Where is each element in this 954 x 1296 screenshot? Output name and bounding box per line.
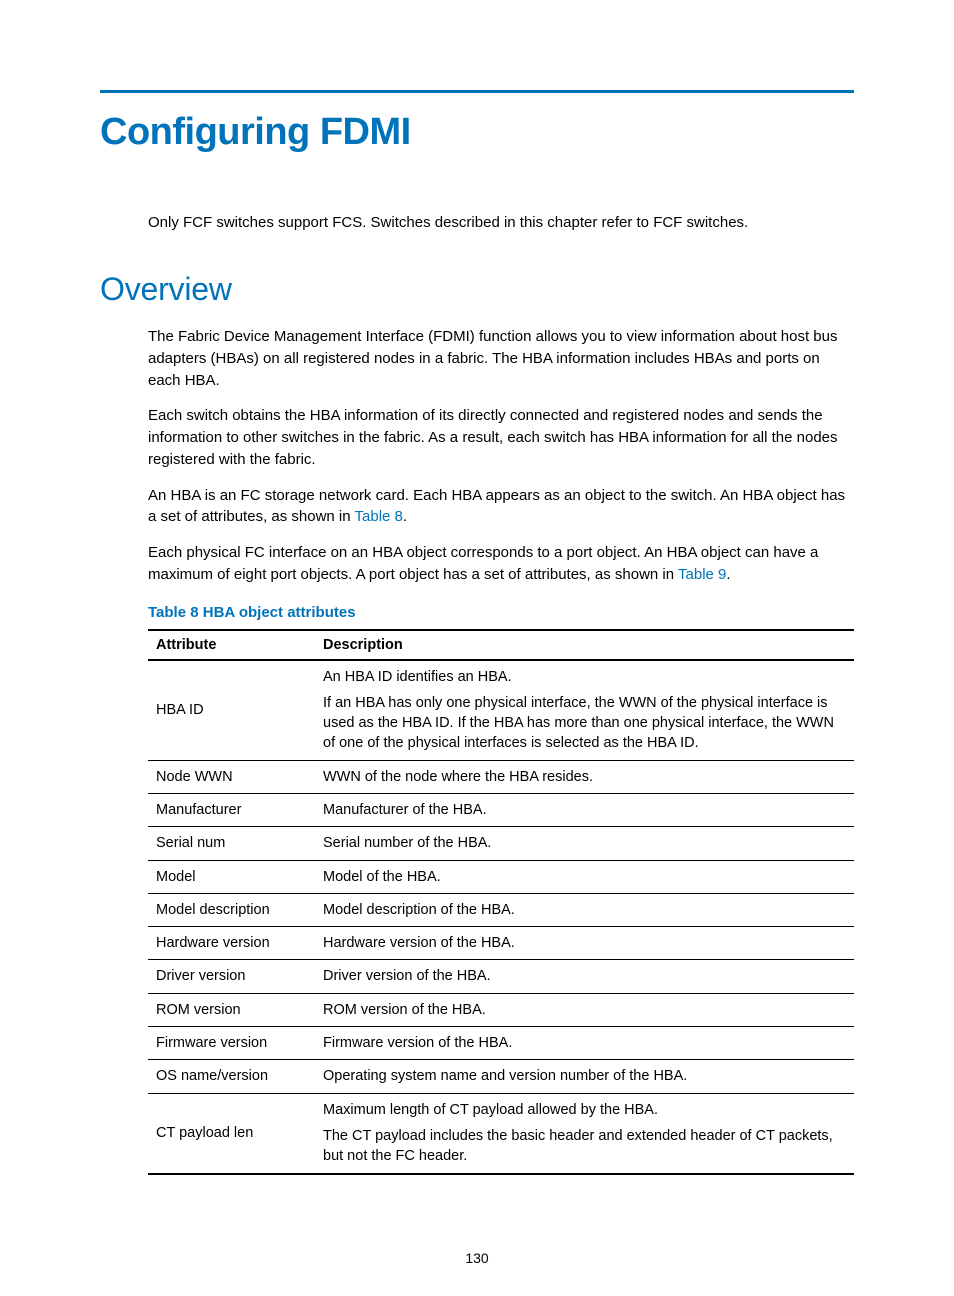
- table-row: Model descriptionModel description of th…: [148, 893, 854, 926]
- attribute-cell: ROM version: [148, 993, 321, 1026]
- attribute-cell: Node WWN: [148, 760, 321, 793]
- overview-para-4: Each physical FC interface on an HBA obj…: [148, 542, 854, 586]
- description-cell: Operating system name and version number…: [321, 1060, 854, 1093]
- section-heading-overview: Overview: [100, 271, 854, 308]
- attribute-cell: Driver version: [148, 960, 321, 993]
- description-cell: Maximum length of CT payload allowed by …: [321, 1093, 854, 1173]
- description-cell: Model of the HBA.: [321, 860, 854, 893]
- description-cell: An HBA ID identifies an HBA. If an HBA ha…: [321, 660, 854, 761]
- top-rule: [100, 90, 854, 93]
- attribute-cell: HBA ID: [148, 660, 321, 761]
- description-text: Driver version of the HBA.: [323, 966, 844, 986]
- table-header-attribute: Attribute: [148, 630, 321, 660]
- description-text: Hardware version of the HBA.: [323, 933, 844, 953]
- attribute-cell: CT payload len: [148, 1093, 321, 1173]
- overview-para-1: The Fabric Device Management Interface (…: [148, 326, 854, 391]
- description-text: Maximum length of CT payload allowed by …: [323, 1100, 844, 1120]
- table-header-row: Attribute Description: [148, 630, 854, 660]
- description-text: Model of the HBA.: [323, 867, 844, 887]
- table-8-caption: Table 8 HBA object attributes: [148, 604, 854, 621]
- attribute-cell: Hardware version: [148, 927, 321, 960]
- link-table-9[interactable]: Table 9: [678, 566, 726, 583]
- overview-body: The Fabric Device Management Interface (…: [148, 326, 854, 1175]
- attribute-cell: OS name/version: [148, 1060, 321, 1093]
- description-text: Manufacturer of the HBA.: [323, 800, 844, 820]
- description-text: ROM version of the HBA.: [323, 1000, 844, 1020]
- intro-paragraph: Only FCF switches support FCS. Switches …: [148, 214, 854, 231]
- table-row: Firmware versionFirmware version of the …: [148, 1027, 854, 1060]
- attribute-cell: Model description: [148, 893, 321, 926]
- table-row: Node WWNWWN of the node where the HBA re…: [148, 760, 854, 793]
- attribute-cell: Firmware version: [148, 1027, 321, 1060]
- description-cell: Manufacturer of the HBA.: [321, 793, 854, 826]
- description-text: Firmware version of the HBA.: [323, 1033, 844, 1053]
- overview-para-3: An HBA is an FC storage network card. Ea…: [148, 485, 854, 529]
- description-cell: ROM version of the HBA.: [321, 993, 854, 1026]
- description-text: Operating system name and version number…: [323, 1066, 844, 1086]
- description-text: WWN of the node where the HBA resides.: [323, 767, 844, 787]
- table-row: HBA IDAn HBA ID identifies an HBA. If an …: [148, 660, 854, 761]
- page-title: Configuring FDMI: [100, 111, 854, 154]
- table-8: Attribute Description HBA IDAn HBA ID id…: [148, 629, 854, 1175]
- table-row: ROM versionROM version of the HBA.: [148, 993, 854, 1026]
- description-text: If an HBA has only one physical interfac…: [323, 693, 844, 754]
- description-cell: Serial number of the HBA.: [321, 827, 854, 860]
- table-row: Serial numSerial number of the HBA.: [148, 827, 854, 860]
- attribute-cell: Model: [148, 860, 321, 893]
- link-table-8[interactable]: Table 8: [355, 508, 403, 525]
- overview-para-2: Each switch obtains the HBA information …: [148, 405, 854, 470]
- description-text: Serial number of the HBA.: [323, 833, 844, 853]
- table-header-description: Description: [321, 630, 854, 660]
- table-row: ManufacturerManufacturer of the HBA.: [148, 793, 854, 826]
- overview-para-3-post: .: [403, 508, 407, 525]
- description-text: Model description of the HBA.: [323, 900, 844, 920]
- table-row: Driver versionDriver version of the HBA.: [148, 960, 854, 993]
- table-row: Hardware versionHardware version of the …: [148, 927, 854, 960]
- page-number: 130: [0, 1250, 954, 1266]
- description-cell: Driver version of the HBA.: [321, 960, 854, 993]
- attribute-cell: Serial num: [148, 827, 321, 860]
- description-cell: WWN of the node where the HBA resides.: [321, 760, 854, 793]
- description-cell: Model description of the HBA.: [321, 893, 854, 926]
- overview-para-3-pre: An HBA is an FC storage network card. Ea…: [148, 487, 845, 526]
- attribute-cell: Manufacturer: [148, 793, 321, 826]
- overview-para-4-post: .: [726, 566, 730, 583]
- document-page: Configuring FDMI Only FCF switches suppo…: [0, 0, 954, 1296]
- description-text: An HBA ID identifies an HBA.: [323, 667, 844, 687]
- table-row: CT payload lenMaximum length of CT paylo…: [148, 1093, 854, 1173]
- description-text: The CT payload includes the basic header…: [323, 1126, 844, 1167]
- description-cell: Firmware version of the HBA.: [321, 1027, 854, 1060]
- table-row: ModelModel of the HBA.: [148, 860, 854, 893]
- table-row: OS name/versionOperating system name and…: [148, 1060, 854, 1093]
- description-cell: Hardware version of the HBA.: [321, 927, 854, 960]
